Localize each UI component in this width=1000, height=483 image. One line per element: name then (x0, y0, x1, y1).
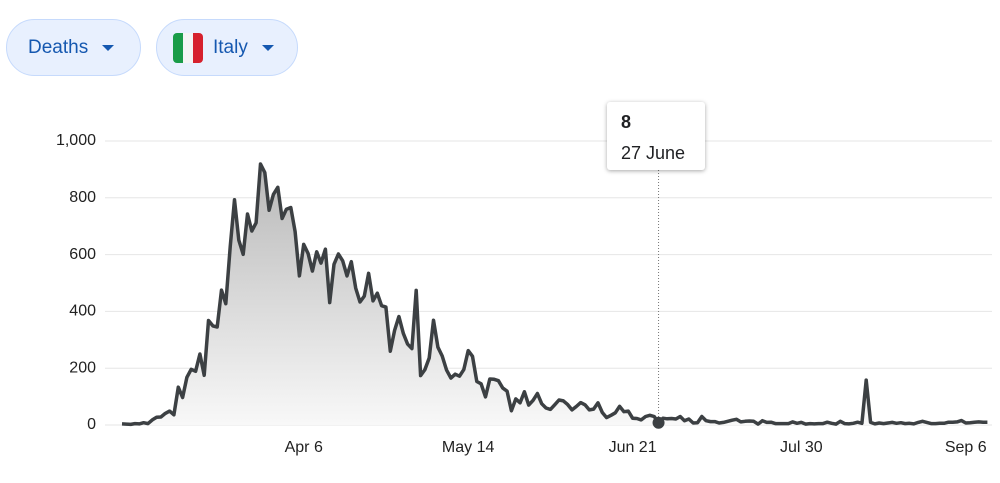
x-tick-label: Jun 21 (609, 439, 657, 456)
metric-label: Deaths (28, 36, 89, 58)
y-tick-label: 0 (87, 416, 96, 433)
y-tick-label: 600 (69, 246, 96, 263)
x-tick-label: Jul 30 (780, 439, 823, 456)
flag (173, 32, 203, 63)
tooltip-date: 27 June (621, 143, 686, 163)
y-tick-label: 200 (69, 359, 96, 376)
y-tick-label: 400 (69, 303, 96, 320)
area (122, 164, 988, 425)
x-tick-label: May 14 (442, 439, 495, 456)
hover-dot (652, 416, 665, 429)
y-tick-label: 800 (69, 189, 96, 206)
caret (261, 44, 274, 51)
caret (102, 44, 115, 51)
metric-dropdown[interactable]: Deaths (6, 19, 141, 76)
x-tick-label: Apr 6 (285, 439, 323, 456)
country-label: Italy (213, 36, 248, 58)
country-dropdown[interactable]: Italy (156, 19, 298, 76)
y-tick-label: 1,000 (56, 132, 96, 149)
tooltip-value: 8 (621, 112, 632, 132)
line (121, 162, 988, 427)
tooltip: 8 27 June (607, 102, 705, 170)
x-tick-label: Sep 6 (945, 439, 987, 456)
